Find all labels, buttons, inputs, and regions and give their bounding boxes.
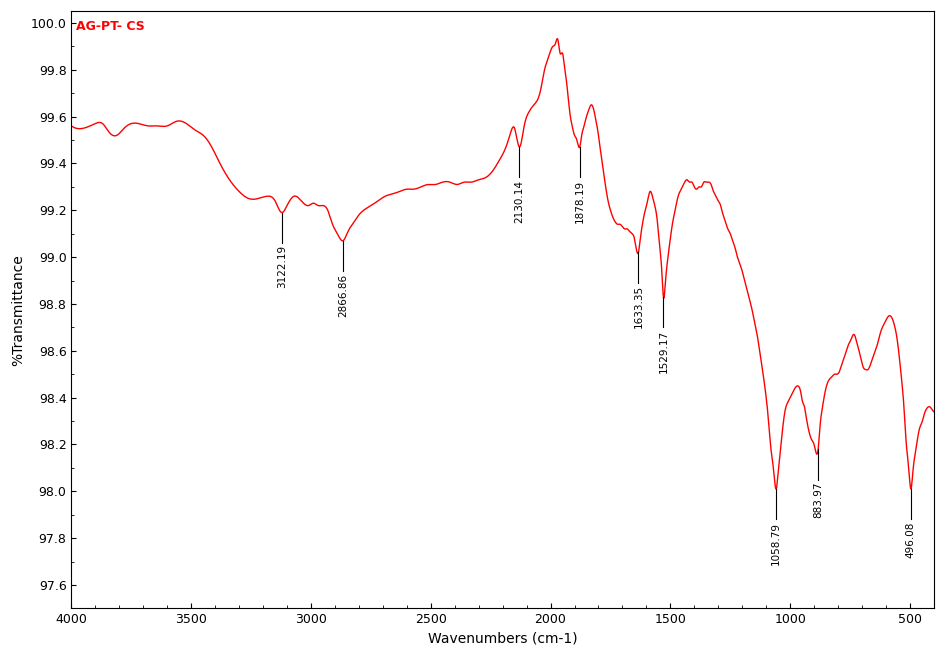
Text: 2866.86: 2866.86 [338,273,347,317]
Text: 1878.19: 1878.19 [574,180,584,223]
Y-axis label: %Transmittance: %Transmittance [11,254,25,366]
Text: 1529.17: 1529.17 [658,330,667,373]
Text: 1633.35: 1633.35 [632,285,643,328]
Text: 883.97: 883.97 [812,482,822,518]
Text: AG-PT- CS: AG-PT- CS [76,20,144,33]
Text: 2130.14: 2130.14 [514,180,524,223]
Text: 496.08: 496.08 [905,522,915,558]
Text: 3122.19: 3122.19 [277,245,286,288]
X-axis label: Wavenumbers (cm-1): Wavenumbers (cm-1) [428,632,577,646]
Text: 1058.79: 1058.79 [770,522,781,565]
